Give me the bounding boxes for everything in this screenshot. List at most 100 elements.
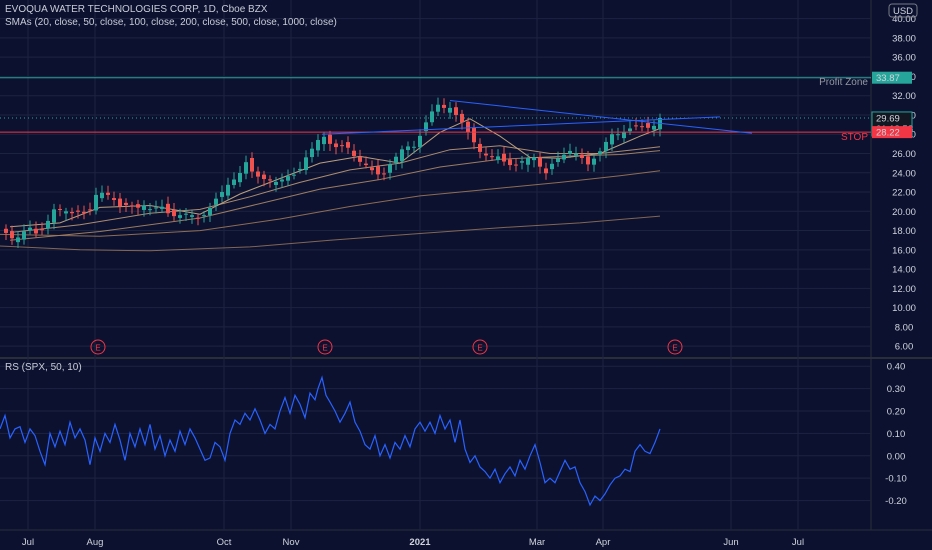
main-pane[interactable] xyxy=(0,0,871,357)
stop-tag xyxy=(872,126,912,139)
candle-body xyxy=(538,157,542,167)
price-tick-label: 6.00 xyxy=(895,342,914,353)
candle-body xyxy=(430,111,434,123)
candle-body xyxy=(604,141,608,152)
candle-body xyxy=(160,206,164,209)
price-tick-label: 14.00 xyxy=(892,265,916,276)
candle-body xyxy=(172,209,176,217)
price-tick-label: 12.00 xyxy=(892,284,916,295)
sma-line-4 xyxy=(0,215,661,252)
candle-body xyxy=(418,135,422,148)
candle-body xyxy=(580,154,584,158)
price-tick-label: 24.00 xyxy=(892,168,916,179)
rs-plot xyxy=(0,375,661,507)
rs-tick-label: -0.20 xyxy=(885,496,907,507)
candle-body xyxy=(370,167,374,171)
sma-line-0 xyxy=(9,118,661,228)
candle-body xyxy=(232,179,236,185)
price-tick-label: 22.00 xyxy=(892,188,916,199)
candle-body xyxy=(88,209,92,211)
price-tags: 33.87 29.69 01:18:58 28.22 xyxy=(871,71,913,139)
candle-body xyxy=(304,157,308,171)
candle-body xyxy=(214,198,218,205)
earnings-marker-label: E xyxy=(322,344,327,353)
price-tick-label: 32.00 xyxy=(892,91,916,102)
candle-body xyxy=(280,179,284,182)
candle-body xyxy=(256,171,260,177)
time-tick-label: Jul xyxy=(792,537,804,548)
rs-tick-label: -0.10 xyxy=(885,474,907,485)
currency-badge[interactable] xyxy=(888,3,918,18)
candle-body xyxy=(100,192,104,199)
candle-body xyxy=(436,104,440,112)
price-scale[interactable] xyxy=(871,0,932,550)
candle-body xyxy=(40,229,44,231)
candle-body xyxy=(10,231,14,239)
candle-body xyxy=(616,134,620,136)
candle-body xyxy=(184,213,188,215)
time-tick-label: Oct xyxy=(217,537,232,548)
candle-body xyxy=(274,181,278,185)
candle-body xyxy=(190,215,194,217)
profit-zone-tag-value: 33.87 xyxy=(876,73,900,84)
price-tick-label: 40.00 xyxy=(892,14,916,25)
candle-body xyxy=(262,174,266,180)
candle-body xyxy=(622,131,626,139)
trend-line-0 xyxy=(321,116,721,135)
candle-body xyxy=(334,143,338,148)
rs-pane[interactable] xyxy=(0,359,871,530)
candle-body xyxy=(388,164,392,173)
candle-body xyxy=(52,209,56,223)
earnings-marker-label: E xyxy=(477,344,482,353)
candle-body xyxy=(46,220,50,229)
candle-body xyxy=(16,237,20,243)
price-tick-label: 36.00 xyxy=(892,53,916,64)
candle-body xyxy=(478,143,482,152)
rs-tick-label: 0.10 xyxy=(887,429,906,440)
candle-body xyxy=(358,156,362,162)
candle-body xyxy=(454,107,458,115)
indicator-legend: SMAs (20, close, 50, close, 100, close, … xyxy=(5,17,337,28)
candle-body xyxy=(178,215,182,218)
candle-body xyxy=(610,134,614,145)
candle-body xyxy=(298,168,302,171)
candle-body xyxy=(28,227,32,231)
price-tick-label: 38.00 xyxy=(892,33,916,44)
candle-body xyxy=(112,198,116,200)
profit-zone-tag xyxy=(872,71,912,84)
candle-body xyxy=(526,157,530,165)
time-tick-label: Nov xyxy=(283,537,300,548)
earnings-marker-1 xyxy=(317,339,333,355)
candle-body xyxy=(544,168,548,174)
candle-body xyxy=(598,151,602,155)
candle-body xyxy=(376,166,380,175)
candle-body xyxy=(238,173,242,183)
time-tick-label: Jun xyxy=(723,537,738,548)
candle-body xyxy=(448,107,452,113)
candle-body xyxy=(220,192,224,197)
candle-body xyxy=(250,158,254,172)
rs-tick-label: 0.30 xyxy=(887,384,906,395)
earnings-marker-3 xyxy=(667,339,683,355)
candle-body xyxy=(196,217,200,219)
candle-body xyxy=(94,194,98,211)
candle-body xyxy=(244,162,248,174)
candle-body xyxy=(58,208,62,210)
price-tick-label: 26.00 xyxy=(892,149,916,160)
candle-body xyxy=(130,205,134,207)
candle-body xyxy=(490,156,494,158)
candle-body xyxy=(586,156,590,165)
candle-body xyxy=(136,204,140,208)
candle-body xyxy=(520,161,524,163)
candle-body xyxy=(394,156,398,163)
candle-body xyxy=(310,148,314,158)
rs-tick-label: 0.40 xyxy=(887,362,906,373)
rs-tick-label: 0.00 xyxy=(887,451,906,462)
stop-label: STOP xyxy=(841,132,868,143)
candle-body xyxy=(556,158,560,163)
candle-body xyxy=(142,205,146,210)
rs-line xyxy=(0,375,661,507)
